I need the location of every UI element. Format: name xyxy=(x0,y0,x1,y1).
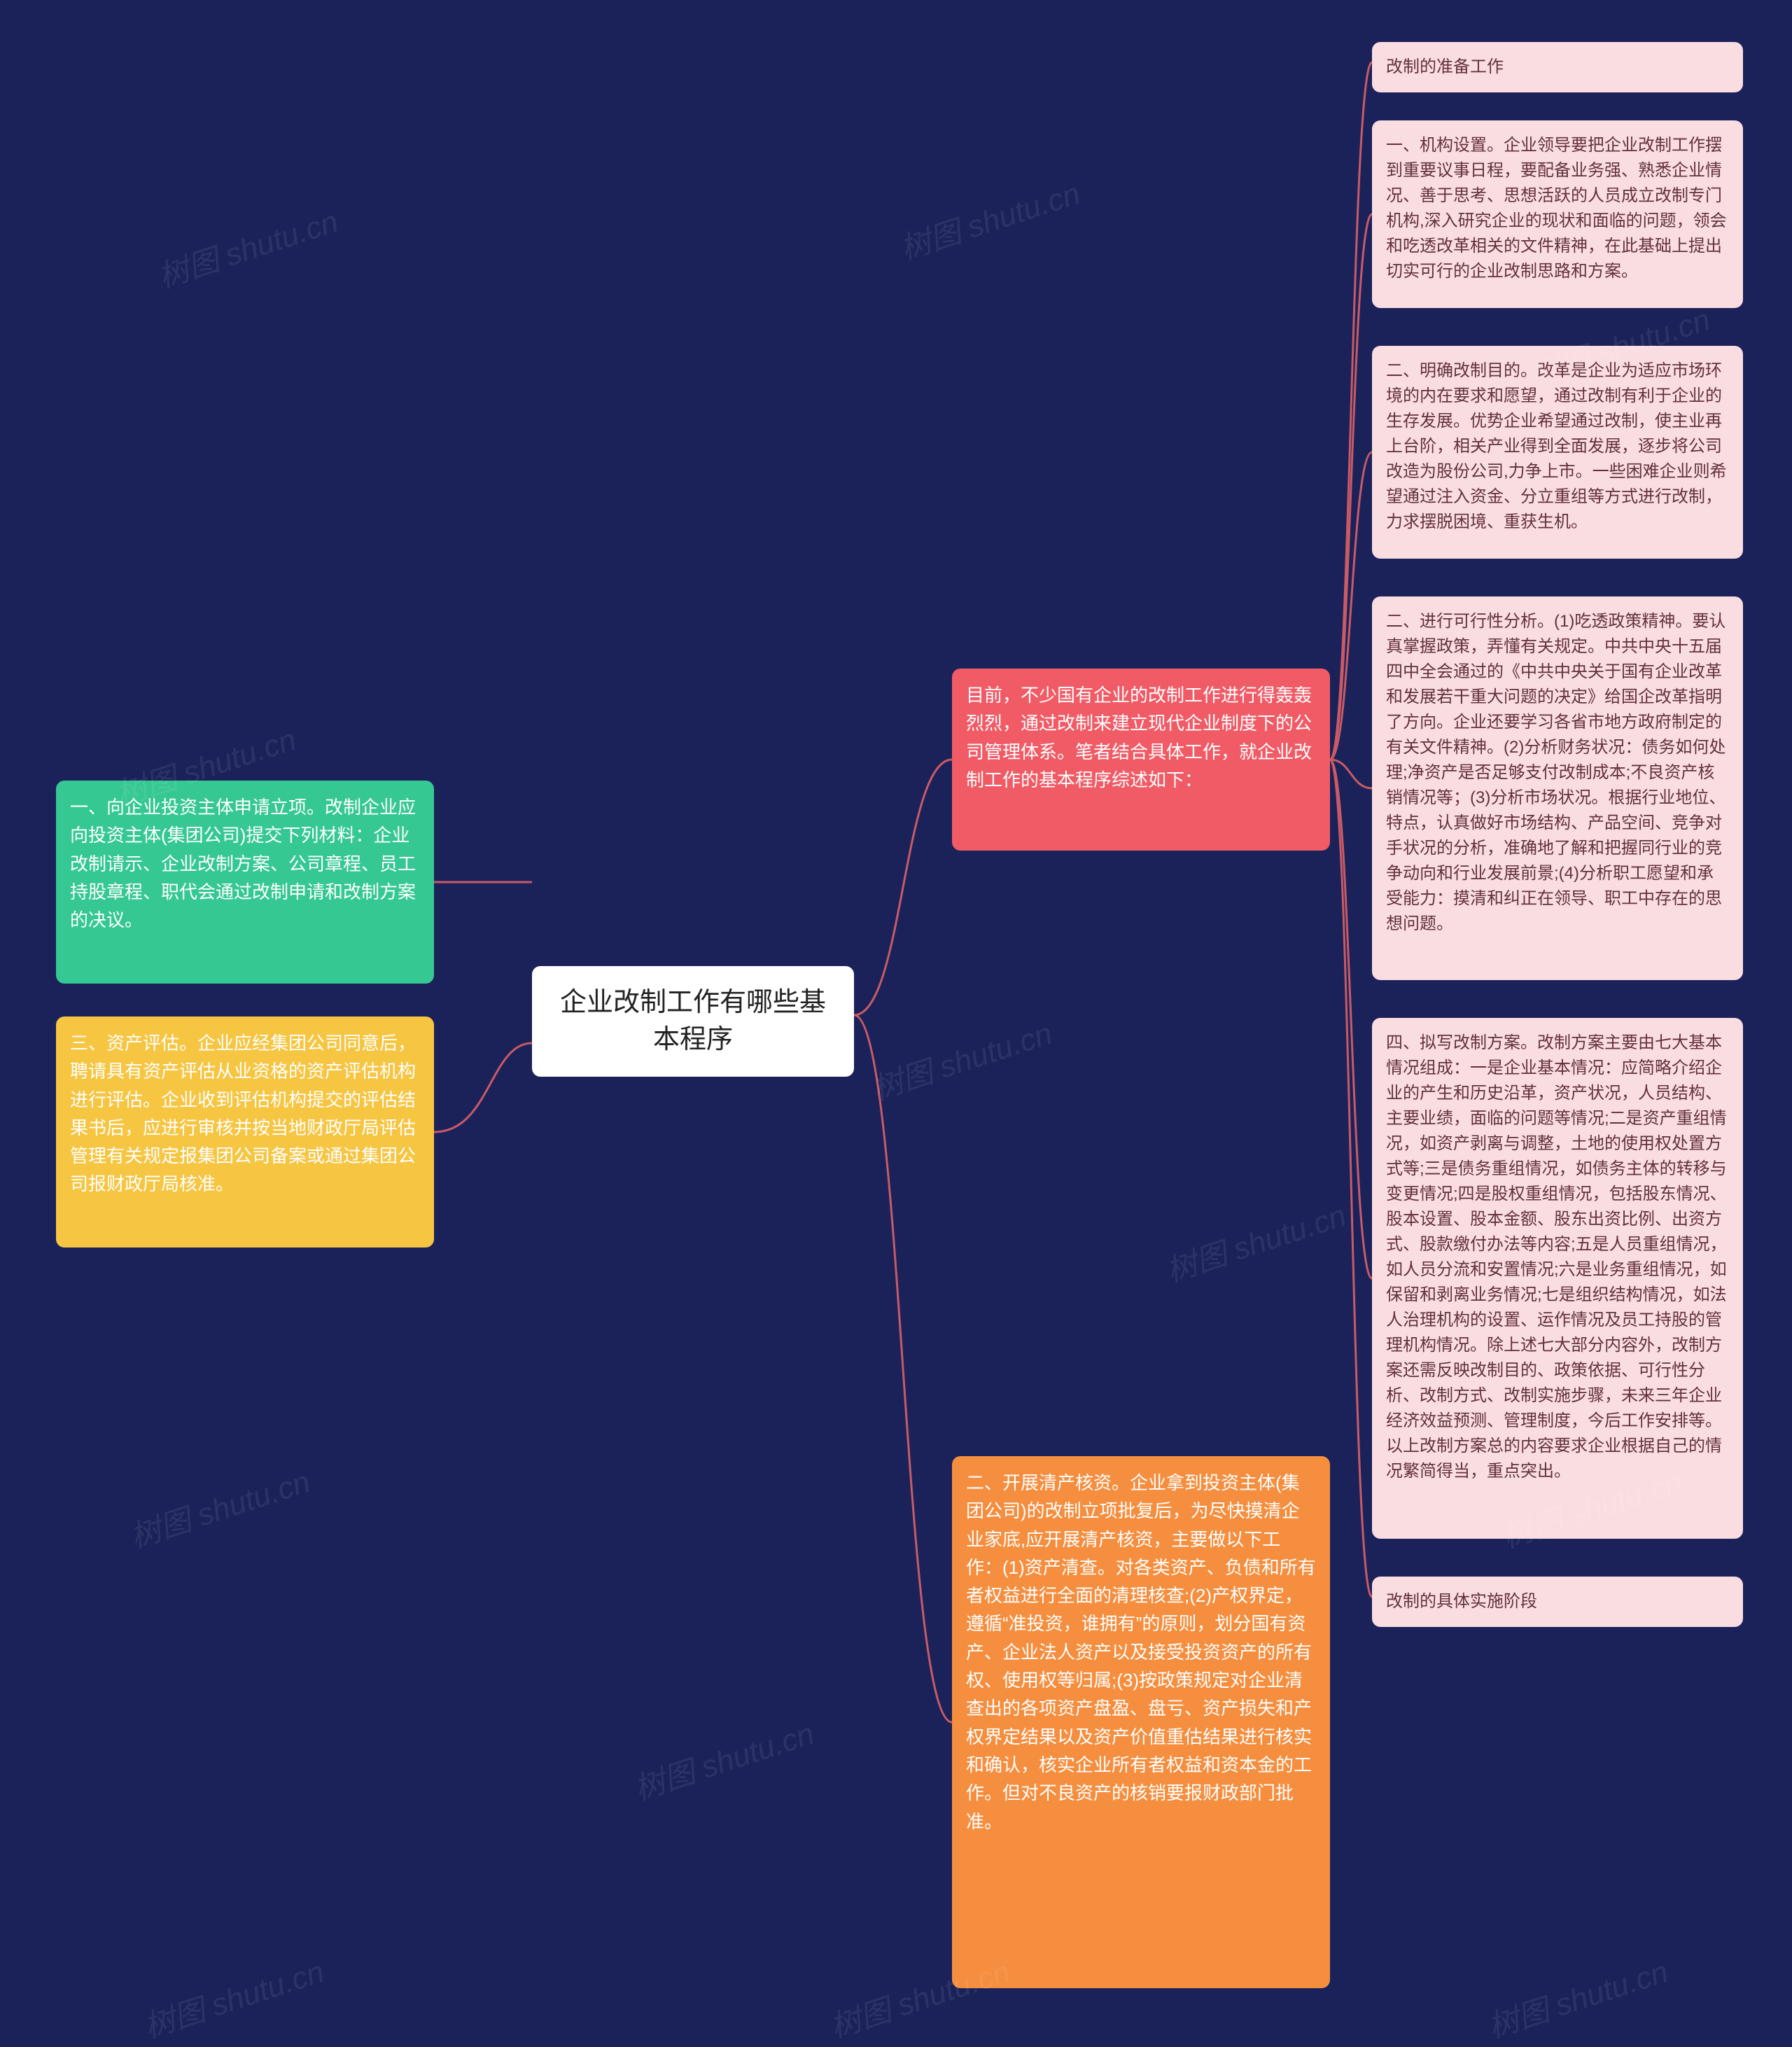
connector-line xyxy=(434,1043,532,1132)
node-prep-header-text: 改制的准备工作 xyxy=(1386,57,1504,76)
connector-line xyxy=(1330,452,1372,760)
node-prep-4-text: 四、拟写改制方案。改制方案主要由七大基本情况组成：一是企业基本情况：应简略介绍企… xyxy=(1386,1033,1727,1481)
watermark-text: 树图 shutu.cn xyxy=(1160,1190,1351,1290)
node-step-1: 一、向企业投资主体申请立项。改制企业应向投资主体(集团公司)提交下列材料：企业改… xyxy=(56,781,434,984)
node-intro-text: 目前，不少国有企业的改制工作进行得轰轰烈烈，通过改制来建立现代企业制度下的公司管… xyxy=(966,685,1312,790)
node-impl-header: 改制的具体实施阶段 xyxy=(1372,1577,1743,1627)
node-step-3: 三、资产评估。企业应经集团公司同意后，聘请具有资产评估从业资格的资产评估机构进行… xyxy=(56,1016,434,1248)
node-prep-2-text: 二、明确改制目的。改革是企业为适应市场环境的内在要求和愿望，通过改制有利于企业的… xyxy=(1386,361,1727,531)
node-intro: 目前，不少国有企业的改制工作进行得轰轰烈烈，通过改制来建立现代企业制度下的公司管… xyxy=(952,669,1330,851)
node-step-2: 二、开展清产核资。企业拿到投资主体(集团公司)的改制立项批复后，为尽快摸清企业家… xyxy=(952,1456,1330,1988)
watermark-text: 树图 shutu.cn xyxy=(628,1708,819,1808)
connector-line xyxy=(1330,760,1372,1597)
node-prep-1: 一、机构设置。企业领导要把企业改制工作摆到重要议事日程，要配备业务强、熟悉企业情… xyxy=(1372,120,1743,308)
connector-line xyxy=(854,1015,952,1722)
node-prep-3-text: 二、进行可行性分析。(1)吃透政策精神。要认真掌握政策，弄懂有关规定。中共中央十… xyxy=(1386,612,1726,933)
node-prep-3: 二、进行可行性分析。(1)吃透政策精神。要认真掌握政策，弄懂有关规定。中共中央十… xyxy=(1372,596,1743,980)
connector-line xyxy=(1330,760,1372,1278)
center-label: 企业改制工作有哪些基本程序 xyxy=(560,988,826,1054)
node-impl-header-text: 改制的具体实施阶段 xyxy=(1386,1592,1537,1611)
node-step-3-text: 三、资产评估。企业应经集团公司同意后，聘请具有资产评估从业资格的资产评估机构进行… xyxy=(70,1033,416,1194)
node-prep-2: 二、明确改制目的。改革是企业为适应市场环境的内在要求和愿望，通过改制有利于企业的… xyxy=(1372,346,1743,559)
connector-line xyxy=(1330,62,1372,760)
watermark-text: 树图 shutu.cn xyxy=(124,1456,315,1556)
node-prep-1-text: 一、机构设置。企业领导要把企业改制工作摆到重要议事日程，要配备业务强、熟悉企业情… xyxy=(1386,136,1727,281)
watermark-text: 树图 shutu.cn xyxy=(152,196,343,296)
watermark-text: 树图 shutu.cn xyxy=(866,1008,1057,1108)
connector-line xyxy=(1330,760,1372,788)
node-prep-header: 改制的准备工作 xyxy=(1372,42,1743,92)
center-node: 企业改制工作有哪些基本程序 xyxy=(532,966,854,1077)
node-prep-4: 四、拟写改制方案。改制方案主要由七大基本情况组成：一是企业基本情况：应简略介绍企… xyxy=(1372,1018,1743,1539)
watermark-text: 树图 shutu.cn xyxy=(894,168,1085,268)
connector-line xyxy=(854,760,952,1015)
watermark-text: 树图 shutu.cn xyxy=(1482,1946,1673,2046)
node-step-2-text: 二、开展清产核资。企业拿到投资主体(集团公司)的改制立项批复后，为尽快摸清企业家… xyxy=(966,1472,1316,1832)
node-step-1-text: 一、向企业投资主体申请立项。改制企业应向投资主体(集团公司)提交下列材料：企业改… xyxy=(70,797,416,930)
watermark-text: 树图 shutu.cn xyxy=(138,1946,329,2046)
connector-line xyxy=(1330,214,1372,760)
